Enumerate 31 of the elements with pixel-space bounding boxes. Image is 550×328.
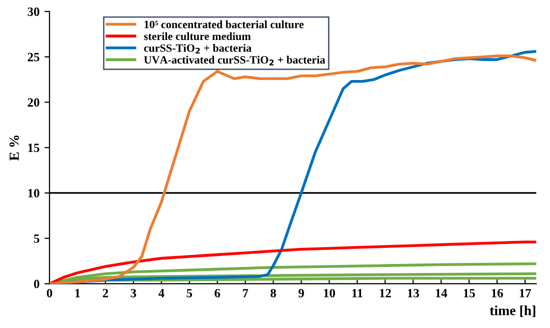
legend-label: 10⁵ concentrated bacterial culture <box>144 20 304 28</box>
y-tick-label: 15 <box>28 144 40 152</box>
y-axis-title: E % <box>10 136 19 161</box>
x-tick-label: 9 <box>298 288 304 298</box>
x-tick-label: 1 <box>75 289 80 298</box>
legend-label: curSS-TiO$_{2}$ + bacteria <box>144 44 252 54</box>
x-tick-label: 15 <box>464 289 475 298</box>
x-tick-label: 12 <box>380 288 391 298</box>
legend-label: sterile culture medium <box>144 32 251 40</box>
x-tick-label: 0 <box>46 288 52 298</box>
y-tick-label: 5 <box>34 234 40 243</box>
x-tick-label: 2 <box>102 288 108 298</box>
y-tick-label: 10 <box>28 189 40 198</box>
x-tick-label: 7 <box>242 289 248 298</box>
y-tick-label: 25 <box>28 52 40 62</box>
x-tick-label: 5 <box>186 289 192 298</box>
x-tick-label: 11 <box>352 289 362 298</box>
y-tick-label: 0 <box>34 280 40 288</box>
x-tick-label: 3 <box>130 288 136 298</box>
x-tick-label: 17 <box>520 289 532 298</box>
x-axis-title: time [h] <box>490 305 536 317</box>
x-tick-label: 4 <box>158 289 164 298</box>
x-tick-label: 14 <box>436 289 448 298</box>
x-tick-label: 10 <box>324 288 336 298</box>
x-tick-label: 13 <box>408 288 419 298</box>
x-tick-label: 6 <box>214 288 220 298</box>
x-tick-label: 16 <box>492 288 503 298</box>
y-tick-label: 20 <box>28 98 40 107</box>
x-tick-label: 8 <box>270 288 276 298</box>
y-tick-label: 30 <box>28 8 40 16</box>
legend-label: UVA-activated curSS-TiO$_{2}$ + bacteria <box>144 56 326 66</box>
